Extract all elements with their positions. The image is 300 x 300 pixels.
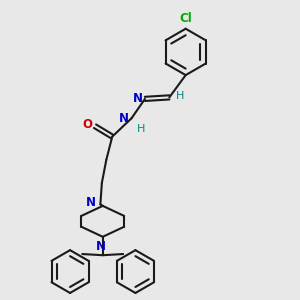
Text: N: N bbox=[118, 112, 129, 125]
Text: H: H bbox=[137, 124, 145, 134]
Text: Cl: Cl bbox=[179, 12, 192, 25]
Text: O: O bbox=[82, 118, 92, 131]
Text: H: H bbox=[176, 91, 184, 101]
Text: N: N bbox=[86, 196, 96, 209]
Text: N: N bbox=[96, 240, 106, 253]
Text: N: N bbox=[133, 92, 142, 105]
